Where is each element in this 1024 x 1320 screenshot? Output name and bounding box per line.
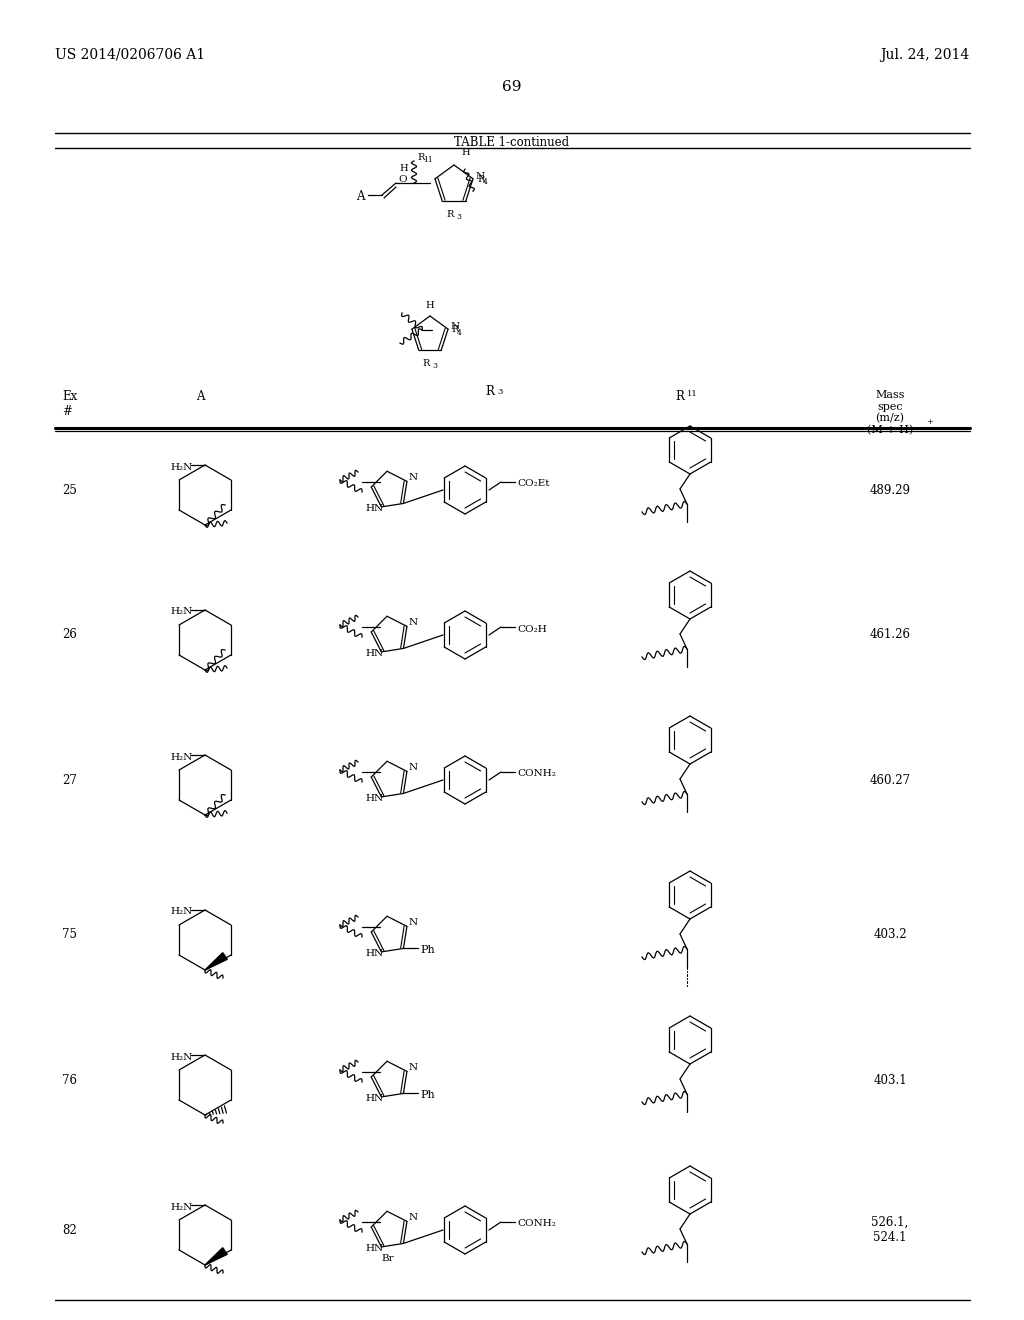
Text: H₂N: H₂N bbox=[170, 462, 193, 471]
Text: 3: 3 bbox=[497, 388, 503, 396]
Text: 489.29: 489.29 bbox=[869, 483, 910, 496]
Text: H: H bbox=[462, 148, 470, 157]
Text: N: N bbox=[409, 1213, 418, 1222]
Text: Jul. 24, 2014: Jul. 24, 2014 bbox=[880, 48, 969, 62]
Text: +: + bbox=[926, 418, 933, 426]
Text: HN: HN bbox=[366, 649, 384, 659]
Text: 76: 76 bbox=[62, 1073, 77, 1086]
Text: Ph: Ph bbox=[421, 1090, 435, 1101]
Text: 3: 3 bbox=[456, 213, 461, 220]
Text: 3: 3 bbox=[432, 362, 437, 370]
Text: 11: 11 bbox=[423, 156, 433, 164]
Polygon shape bbox=[205, 953, 227, 970]
Text: O: O bbox=[398, 174, 407, 183]
Text: A: A bbox=[355, 190, 365, 203]
Text: CONH₂: CONH₂ bbox=[517, 1220, 556, 1229]
Text: Br: Br bbox=[382, 1254, 394, 1263]
Text: 69: 69 bbox=[502, 81, 522, 94]
Text: H₂N: H₂N bbox=[170, 1203, 193, 1212]
Text: R: R bbox=[676, 389, 684, 403]
Text: R: R bbox=[422, 359, 430, 368]
Text: 27: 27 bbox=[62, 774, 77, 787]
Text: US 2014/0206706 A1: US 2014/0206706 A1 bbox=[55, 48, 205, 62]
Text: H₂N: H₂N bbox=[170, 607, 193, 616]
Text: CO₂H: CO₂H bbox=[517, 624, 547, 634]
Text: 403.2: 403.2 bbox=[873, 928, 907, 941]
Text: R: R bbox=[485, 385, 495, 399]
Text: N: N bbox=[409, 917, 418, 927]
Text: H: H bbox=[399, 164, 409, 173]
Text: N: N bbox=[475, 173, 484, 181]
Text: H₂N: H₂N bbox=[170, 908, 193, 916]
Text: N: N bbox=[409, 1063, 418, 1072]
Text: CONH₂: CONH₂ bbox=[517, 770, 556, 779]
Text: HN: HN bbox=[366, 1094, 384, 1104]
Text: 4: 4 bbox=[483, 178, 487, 186]
Text: H: H bbox=[426, 301, 434, 310]
Text: H₂N: H₂N bbox=[170, 1052, 193, 1061]
Text: N: N bbox=[409, 473, 418, 482]
Text: 403.1: 403.1 bbox=[873, 1073, 907, 1086]
Text: R: R bbox=[417, 153, 424, 161]
Text: R: R bbox=[451, 326, 459, 334]
Text: A: A bbox=[196, 389, 204, 403]
Text: 461.26: 461.26 bbox=[869, 628, 910, 642]
Text: Ex
#: Ex # bbox=[62, 389, 77, 418]
Text: CO₂Et: CO₂Et bbox=[517, 479, 550, 488]
Text: HN: HN bbox=[366, 1245, 384, 1254]
Text: 82: 82 bbox=[62, 1224, 77, 1237]
Text: H₂N: H₂N bbox=[170, 752, 193, 762]
Text: N: N bbox=[451, 322, 459, 330]
Text: Mass
spec
(m/z)
(M + H): Mass spec (m/z) (M + H) bbox=[867, 389, 913, 436]
Text: 460.27: 460.27 bbox=[869, 774, 910, 787]
Text: Ph: Ph bbox=[421, 945, 435, 956]
Text: HN: HN bbox=[366, 504, 384, 513]
Text: 75: 75 bbox=[62, 928, 77, 941]
Text: R: R bbox=[446, 210, 454, 219]
Text: 11: 11 bbox=[687, 389, 697, 399]
Text: HN: HN bbox=[366, 949, 384, 958]
Text: N: N bbox=[409, 763, 418, 772]
Text: 526.1,
524.1: 526.1, 524.1 bbox=[871, 1216, 908, 1243]
Polygon shape bbox=[205, 1247, 227, 1265]
Text: R: R bbox=[477, 174, 484, 183]
Text: 25: 25 bbox=[62, 483, 77, 496]
Text: TABLE 1-continued: TABLE 1-continued bbox=[455, 136, 569, 149]
Text: 4: 4 bbox=[457, 329, 462, 337]
Text: N: N bbox=[409, 618, 418, 627]
Text: HN: HN bbox=[366, 795, 384, 804]
Text: 26: 26 bbox=[62, 628, 77, 642]
